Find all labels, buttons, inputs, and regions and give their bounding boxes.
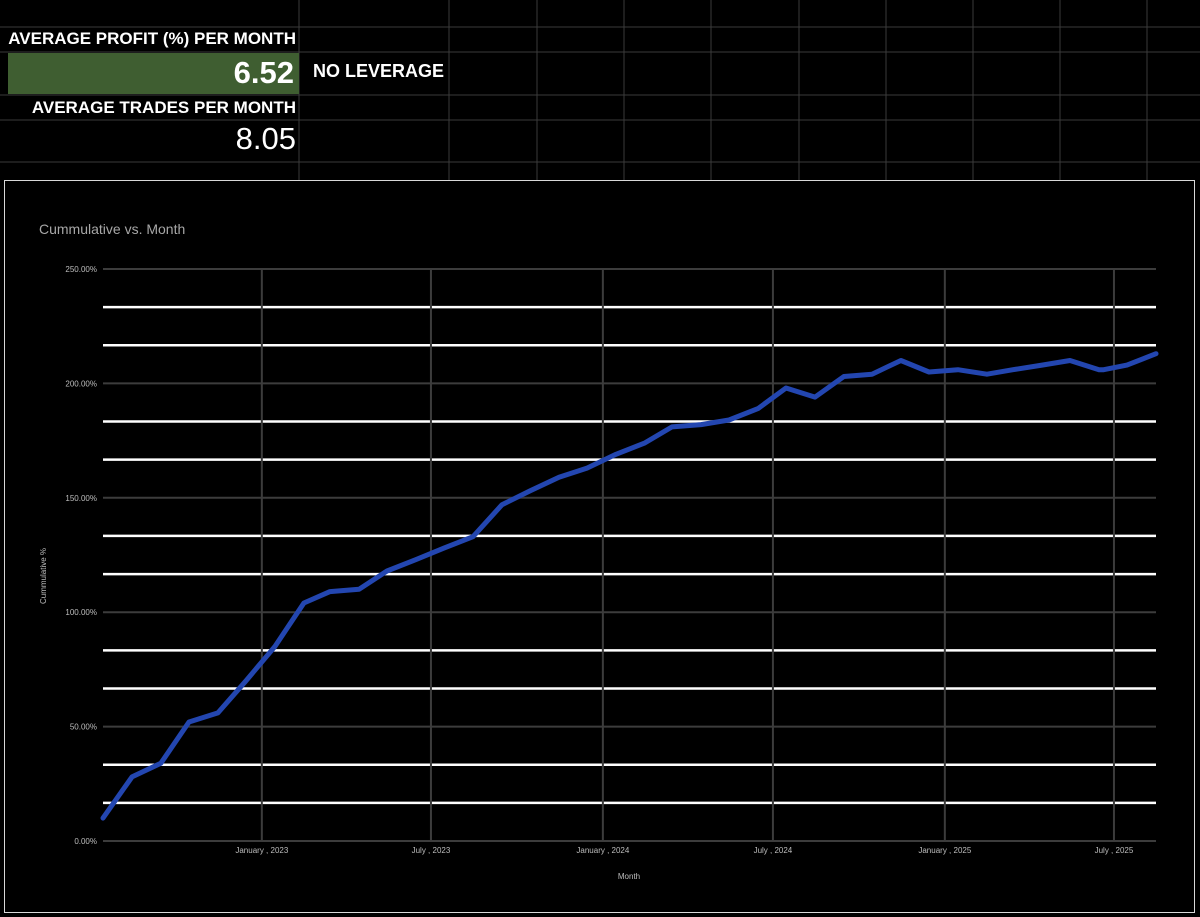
profit-label: AVERAGE PROFIT (%) PER MONTH xyxy=(8,29,296,48)
cumulative-chart: Cummulative vs. Month 0.00% 50.00% 100.00%… xyxy=(39,221,1159,881)
trades-label: AVERAGE TRADES PER MONTH xyxy=(31,98,296,117)
x-tick-label: July , 2024 xyxy=(754,846,793,855)
x-tick-label: January , 2025 xyxy=(918,846,971,855)
chart-panel[interactable]: Cummulative vs. Month 0.00% 50.00% 100.00%… xyxy=(4,180,1195,913)
x-tick-label: July , 2025 xyxy=(1095,846,1134,855)
profit-value-cell[interactable]: 6.52 xyxy=(8,53,299,94)
y-tick-label: 0.00% xyxy=(74,837,97,846)
grid-row-lines xyxy=(0,26,1200,163)
x-axis-ticks: January , 2023 July , 2023 January , 2024 J… xyxy=(235,846,1133,855)
chart-grid xyxy=(103,268,1156,842)
y-tick-label: 100.00% xyxy=(65,608,97,617)
chart-title: Cummulative vs. Month xyxy=(39,221,185,237)
y-tick-label: 150.00% xyxy=(65,494,97,503)
y-axis-ticks: 0.00% 50.00% 100.00% 150.00% 200.00% 250.00% xyxy=(65,265,97,846)
leverage-label: NO LEVERAGE xyxy=(313,61,445,81)
x-tick-label: July , 2023 xyxy=(412,846,451,855)
y-tick-label: 200.00% xyxy=(65,379,97,388)
spreadsheet-grid xyxy=(0,0,1200,180)
grid-column-lines xyxy=(298,0,1148,180)
y-tick-label: 50.00% xyxy=(70,723,97,732)
y-tick-label: 250.00% xyxy=(65,265,97,274)
x-axis-label: Month xyxy=(618,872,640,881)
profit-value: 6.52 xyxy=(233,55,294,90)
trades-value[interactable]: 8.05 xyxy=(235,121,296,156)
x-tick-label: January , 2023 xyxy=(235,846,288,855)
x-tick-label: January , 2024 xyxy=(576,846,629,855)
cumulative-series-line xyxy=(100,351,1159,821)
y-axis-label: Cummulative % xyxy=(39,548,48,604)
